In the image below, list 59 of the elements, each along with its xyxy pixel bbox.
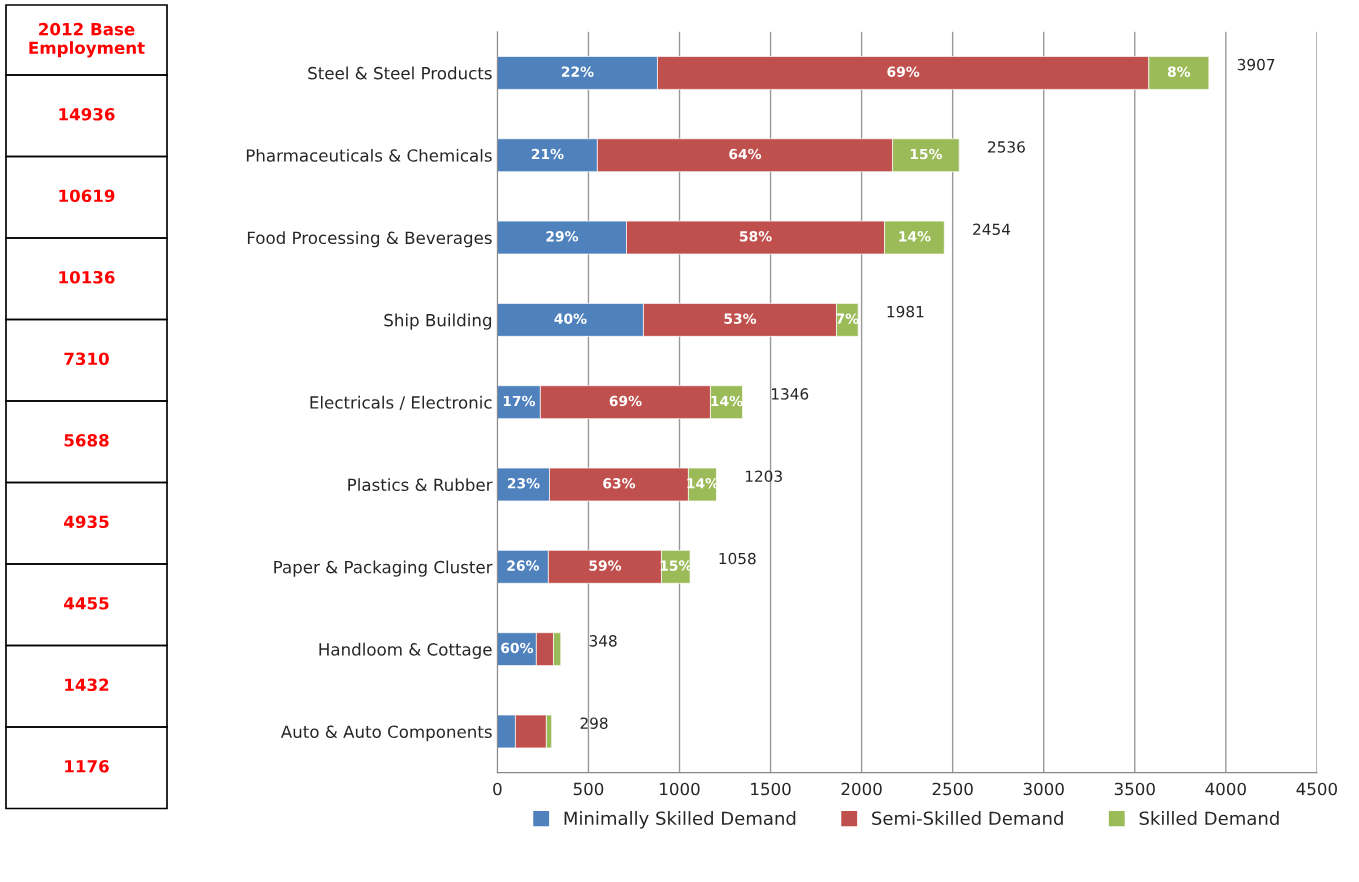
annotation: 8% bbox=[1167, 66, 1191, 77]
y-tick-label: Ship Building bbox=[384, 313, 492, 330]
total-label: 1981 bbox=[887, 305, 924, 318]
annotation: 69% bbox=[887, 66, 920, 77]
text: 10619 bbox=[59, 189, 115, 203]
text: 2012 Base Employment bbox=[29, 22, 145, 58]
x-tick-label: 1000 bbox=[660, 782, 700, 796]
text: 5688 bbox=[64, 433, 109, 447]
total-label: 3907 bbox=[1237, 58, 1275, 71]
x-tick-label: 1500 bbox=[751, 782, 791, 796]
x-tick-label: 4000 bbox=[1205, 782, 1246, 796]
annotation: 40% bbox=[554, 313, 587, 324]
total-label: 1203 bbox=[745, 470, 782, 482]
y-tick-label: Steel & Steel Products bbox=[308, 66, 492, 80]
total-label: 1346 bbox=[771, 388, 809, 400]
y-tick-label: Electricals / Electronic bbox=[310, 395, 492, 411]
text: 14936 bbox=[59, 107, 115, 121]
y-tick-label: Food Processing & Beverages bbox=[247, 231, 492, 248]
legend-label: Semi-Skilled Demand bbox=[872, 811, 1063, 826]
total-label: 2454 bbox=[973, 223, 1011, 236]
x-tick-label: 3000 bbox=[1023, 782, 1064, 796]
total-label: 348 bbox=[589, 635, 617, 647]
annotation: 60% bbox=[501, 642, 534, 654]
legend-label: Skilled Demand bbox=[1139, 811, 1279, 826]
legend-label: Minimally Skilled Demand bbox=[564, 811, 796, 829]
x-tick-label: 2500 bbox=[932, 782, 973, 796]
annotation: 29% bbox=[546, 231, 579, 242]
annotation: 64% bbox=[729, 148, 762, 160]
annotation: 59% bbox=[589, 560, 622, 571]
text: 4935 bbox=[64, 515, 109, 529]
annotation: 23% bbox=[507, 478, 540, 489]
text: 1176 bbox=[65, 759, 109, 773]
x-tick-label: 3500 bbox=[1114, 782, 1155, 796]
annotation: 26% bbox=[507, 560, 540, 571]
y-tick-label: Handloom & Cottage bbox=[319, 642, 492, 659]
annotation: 58% bbox=[739, 231, 772, 242]
text: 1432 bbox=[65, 678, 109, 692]
x-tick-label: 2000 bbox=[841, 782, 882, 796]
annotation: 14% bbox=[899, 231, 931, 242]
y-tick-label: Paper & Packaging Cluster bbox=[274, 560, 493, 577]
text: 4455 bbox=[64, 597, 109, 610]
annotation: 17% bbox=[503, 395, 536, 407]
x-tick-label: 0 bbox=[493, 782, 502, 796]
annotation: 69% bbox=[609, 395, 642, 407]
annotation: 63% bbox=[603, 478, 636, 489]
annotation: 53% bbox=[724, 313, 757, 324]
y-tick-label: Plastics & Rubber bbox=[348, 478, 493, 492]
text: 7310 bbox=[64, 352, 109, 366]
total-label: 2536 bbox=[988, 141, 1025, 153]
y-tick-label: Auto & Auto Components bbox=[280, 725, 492, 742]
total-label: 1058 bbox=[719, 552, 756, 565]
annotation: 22% bbox=[561, 66, 594, 77]
x-tick-label: 500 bbox=[573, 782, 604, 796]
text: 10136 bbox=[59, 270, 115, 284]
total-label: 298 bbox=[580, 717, 608, 729]
annotation: 21% bbox=[531, 148, 564, 160]
x-tick-label: 4500 bbox=[1296, 782, 1337, 796]
annotation: 15% bbox=[910, 148, 943, 160]
y-tick-label: Pharmaceuticals & Chemicals bbox=[246, 148, 492, 162]
